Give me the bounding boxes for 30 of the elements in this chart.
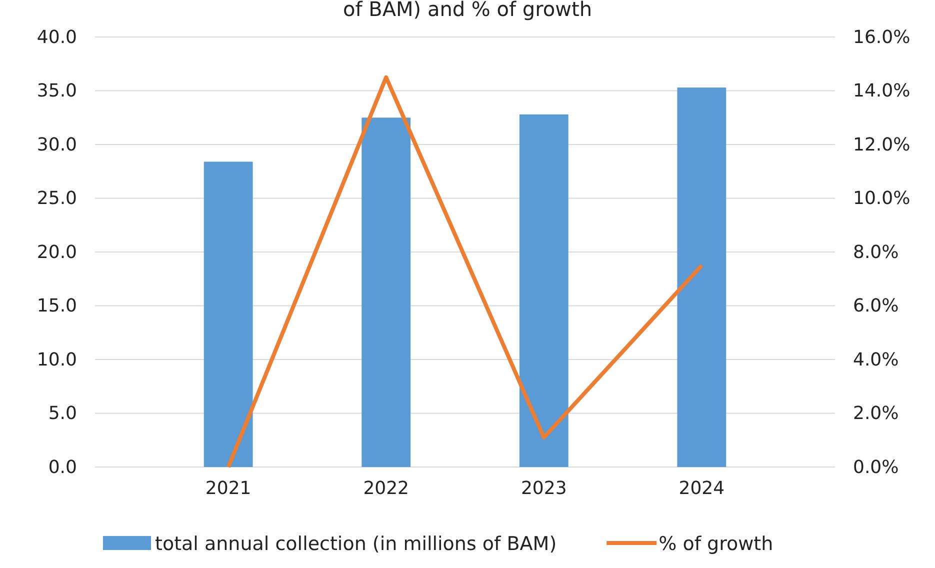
legend-label: % of growth [658, 533, 774, 555]
y-tick-label: 10.0 [36, 349, 77, 370]
x-tick-label: 2022 [363, 478, 410, 499]
x-tick-label: 2023 [520, 478, 567, 499]
y-tick-label: 0.0 [48, 456, 77, 478]
y2-tick-label: 8.0% [853, 242, 899, 263]
y2-tick-label: 14.0% [853, 80, 910, 102]
y-tick-label: 40.0 [36, 26, 77, 48]
y-tick-label: 20.0 [36, 242, 77, 263]
y-tick-label: 35.0 [36, 80, 77, 102]
y-tick-label: 25.0 [36, 188, 77, 210]
legend-label: total annual collection (in millions of BAM) [155, 533, 557, 555]
bar [362, 118, 411, 467]
x-tick-label: 2021 [205, 478, 252, 499]
y-tick-label: 30.0 [36, 134, 77, 156]
y2-tick-label: 12.0% [853, 134, 910, 156]
y2-tick-label: 16.0% [853, 26, 910, 48]
bar [677, 88, 726, 467]
y2-tick-label: 10.0% [853, 188, 910, 210]
y2-tick-label: 0.0% [853, 456, 899, 478]
y2-tick-label: 6.0% [853, 296, 899, 317]
bar [519, 114, 568, 467]
y2-tick-label: 2.0% [853, 403, 899, 424]
bar [204, 162, 253, 467]
chart-title: of BAM) and % of growth [342, 0, 592, 21]
y-tick-label: 15.0 [36, 296, 77, 317]
y-tick-label: 5.0 [48, 403, 77, 424]
line-series [226, 75, 704, 469]
x-tick-label: 2024 [678, 478, 725, 499]
y2-tick-label: 4.0% [853, 349, 899, 370]
